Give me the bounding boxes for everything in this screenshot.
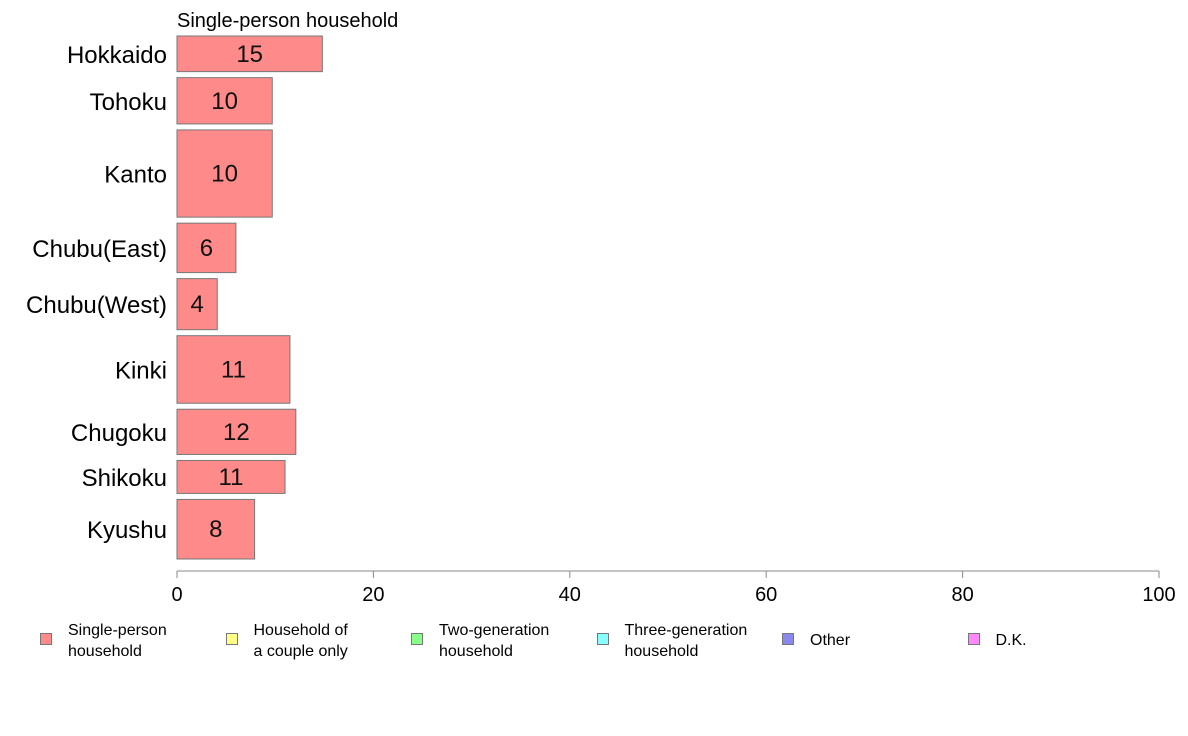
bar-kanto: [176, 129, 273, 218]
bar-value-label: 10: [211, 88, 238, 115]
series-title: Single-person household: [177, 10, 398, 32]
legend-swatch: [40, 633, 52, 645]
legend-item: Household of a couple only: [225, 620, 348, 662]
legend-item: Single-person household: [40, 620, 167, 662]
legend-label: Single-person household: [68, 622, 167, 660]
legend-swatch: [596, 633, 609, 645]
legend-item: Two-generation household: [411, 620, 549, 662]
x-tick-label: 0: [171, 584, 182, 606]
legend-label: Other: [810, 632, 851, 649]
stacked-bar-chart: Single-person household 15 Hokkaido 10 Toho…: [26, 10, 1176, 606]
legend-swatch: [967, 633, 980, 645]
legend-swatch: [411, 633, 423, 645]
bar-hokkaido: [176, 35, 323, 73]
bar-chubu-east: [176, 222, 237, 274]
category-label: Tohoku: [90, 89, 167, 116]
bar-chubu-west: [176, 278, 218, 331]
legend-label: D.K.: [995, 632, 1027, 649]
bar-value-label: 6: [200, 235, 213, 262]
category-label: Kinki: [115, 357, 167, 384]
legend-item: D.K.: [967, 630, 1027, 651]
legend-label: Three-generation household: [624, 622, 748, 660]
bar-value-label: 11: [221, 356, 246, 383]
bar-value-label: 4: [190, 291, 203, 318]
legend-item: Other: [782, 630, 850, 651]
legend-item: Three-generation household: [596, 620, 748, 662]
bar-chugoku: [176, 408, 297, 455]
bar-shikoku: [176, 459, 286, 494]
bar-value-label: 12: [223, 419, 250, 446]
category-label: Chugoku: [71, 420, 167, 447]
legend-swatch: [225, 633, 238, 645]
bar-value-label: 8: [209, 516, 222, 543]
x-tick-label: 60: [755, 584, 777, 606]
bar-value-label: 11: [219, 464, 244, 491]
legend-label: Household of a couple only: [253, 622, 348, 660]
legend-swatch: [782, 633, 794, 645]
category-label: Shikoku: [82, 465, 167, 492]
x-tick-label: 100: [1142, 584, 1175, 606]
bar-kinki: [176, 335, 291, 404]
category-label: Chubu(East): [32, 236, 167, 263]
x-tick-label: 80: [951, 584, 973, 606]
bar-value-label: 10: [211, 161, 238, 188]
legend-label: Two-generation household: [439, 622, 550, 660]
category-label: Kyushu: [87, 517, 167, 544]
bar-value-label: 15: [236, 41, 263, 68]
category-label: Kanto: [104, 162, 167, 189]
x-tick-label: 20: [362, 584, 384, 606]
category-label: Chubu(West): [26, 292, 167, 319]
bars-group: 15 Hokkaido 10 Tohoku 10 Kanto 6 Chubu(East) 4 Ch…: [26, 35, 323, 560]
x-axis: 0 20 40 60 80 100: [171, 570, 1176, 606]
category-label: Hokkaido: [67, 42, 167, 69]
bar-kyushu: [176, 498, 256, 560]
legend: Single-person household Household of a co…: [0, 620, 1188, 670]
bar-tohoku: [176, 77, 273, 125]
x-tick-label: 40: [559, 584, 581, 606]
